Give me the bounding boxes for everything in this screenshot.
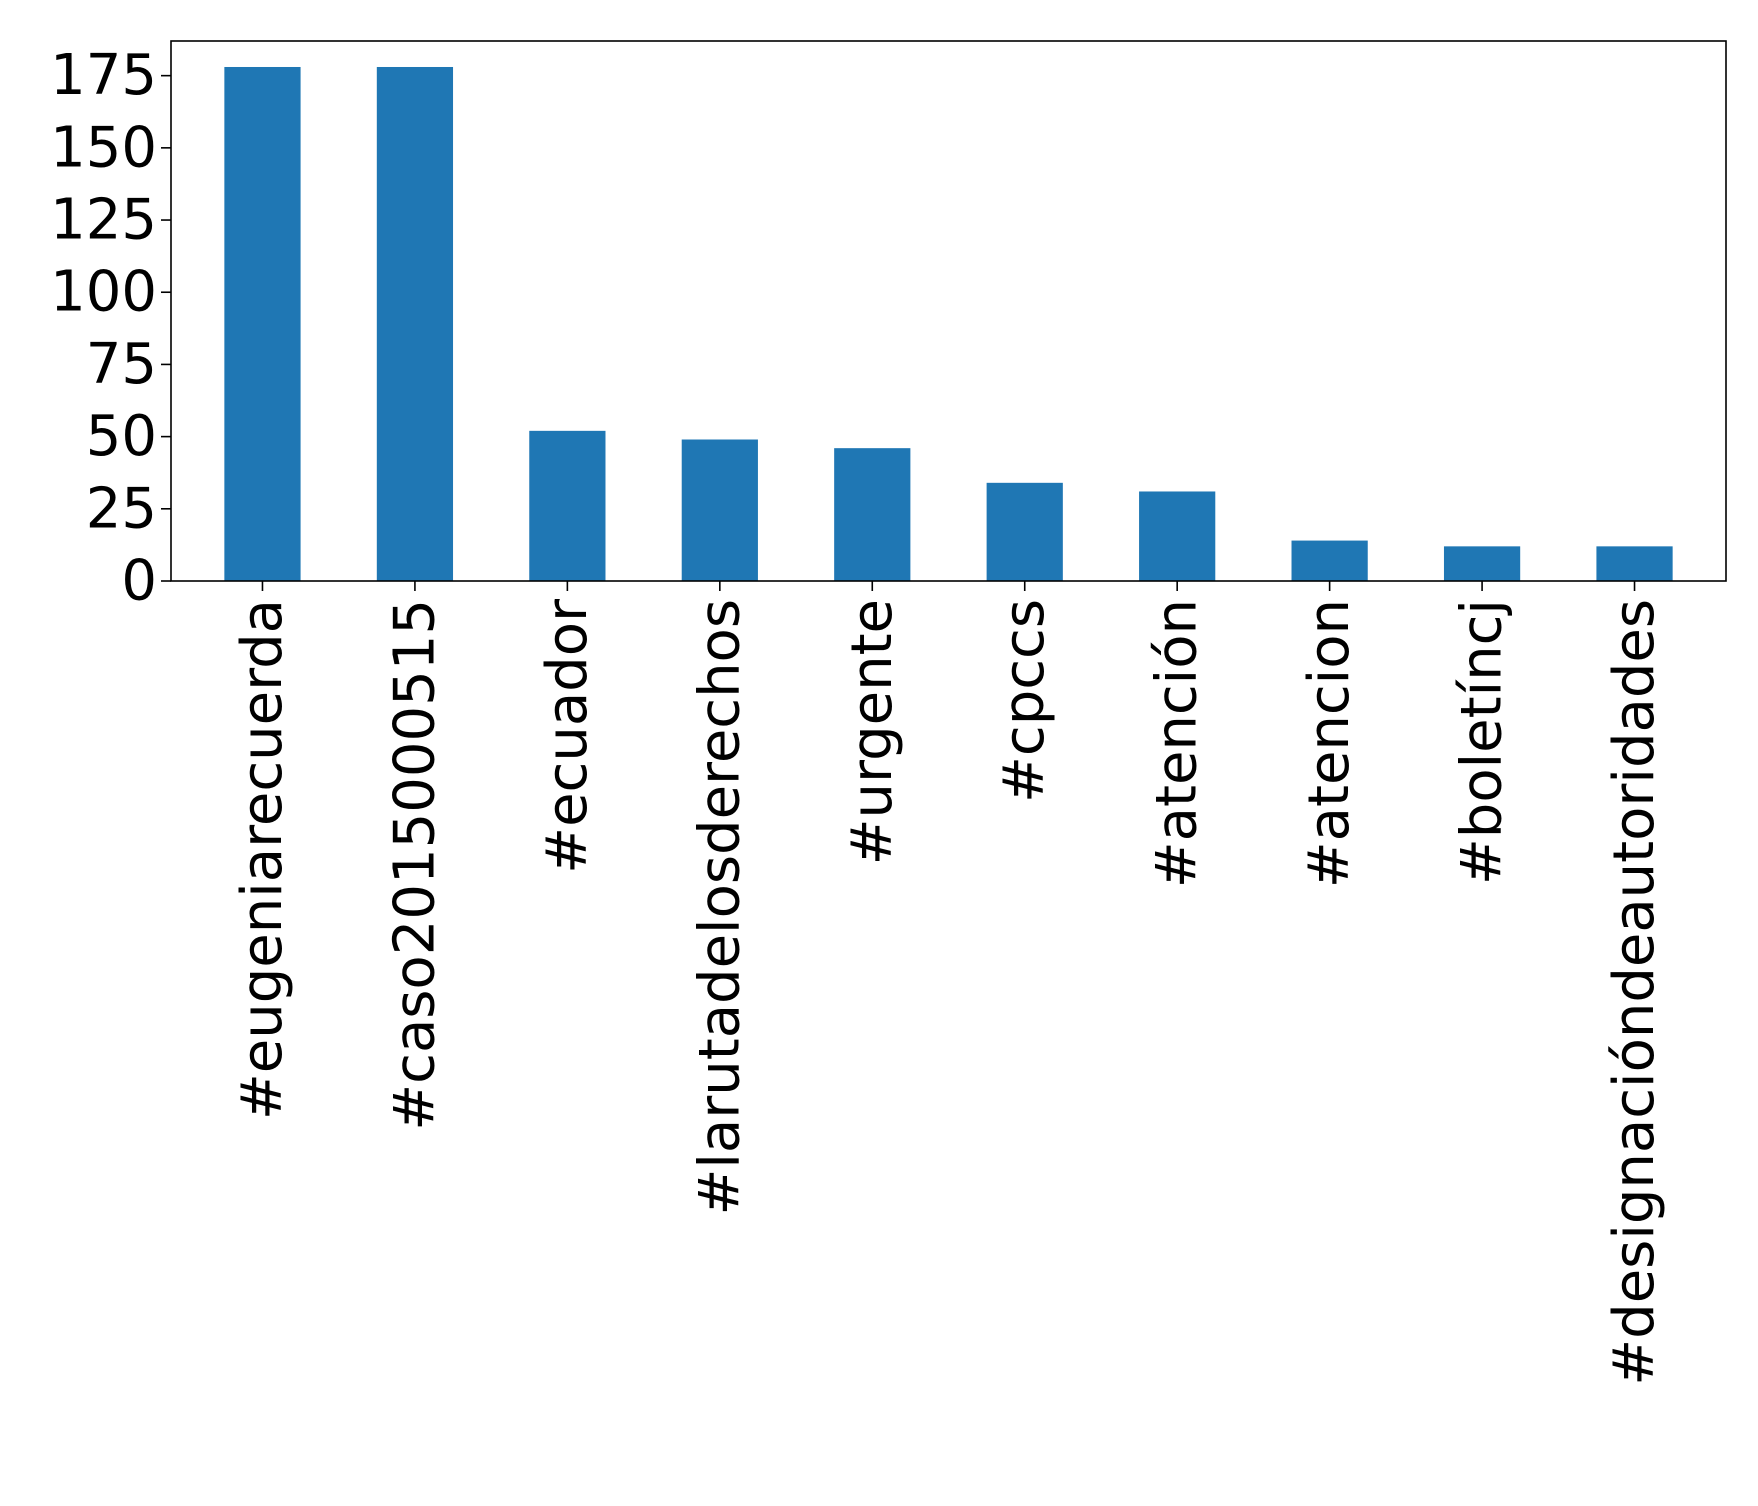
x-tick-label-0: #eugeniarecuerda	[230, 599, 295, 1120]
x-tick-label-5: #cpccs	[992, 599, 1057, 803]
y-tick-label-3: 75	[86, 332, 157, 397]
x-tick-label-2: #ecuador	[535, 598, 600, 874]
bar-8	[1443, 546, 1521, 581]
y-tick-label-0: 0	[121, 549, 157, 614]
y-tick-label-5: 125	[50, 188, 157, 253]
x-axis: #eugeniarecuerda #caso2015000515 #ecuador #…	[230, 581, 1667, 1386]
y-tick-label-2: 50	[86, 404, 157, 469]
bar-9	[1596, 546, 1673, 581]
x-tick-label-9: #designacióndeautoridades	[1602, 599, 1667, 1386]
bar-4	[834, 448, 911, 581]
bars-layer	[224, 66, 1673, 581]
x-tick-label-8: #boletíncj	[1450, 599, 1515, 885]
y-axis: 0 25 50 75 100 125 150 175	[50, 43, 171, 614]
bar-2	[529, 430, 606, 581]
x-tick-label-3: #larutadelosderechos	[687, 599, 752, 1216]
bar-1	[376, 66, 454, 581]
y-tick-label-7: 175	[50, 43, 157, 108]
bar-0	[224, 66, 301, 581]
y-tick-label-1: 25	[86, 476, 157, 541]
plot-frame	[170, 40, 1727, 582]
bar-7	[1291, 540, 1368, 581]
bar-5	[986, 482, 1063, 581]
x-tick-label-6: #atención	[1145, 599, 1210, 888]
y-tick-label-4: 100	[50, 260, 157, 325]
x-tick-label-4: #urgente	[840, 599, 905, 865]
y-tick-label-6: 150	[50, 115, 157, 180]
x-tick-label-7: #atencion	[1297, 599, 1362, 888]
bar-3	[681, 439, 758, 581]
x-tick-label-1: #caso2015000515	[382, 599, 447, 1131]
bar-6	[1139, 491, 1216, 581]
